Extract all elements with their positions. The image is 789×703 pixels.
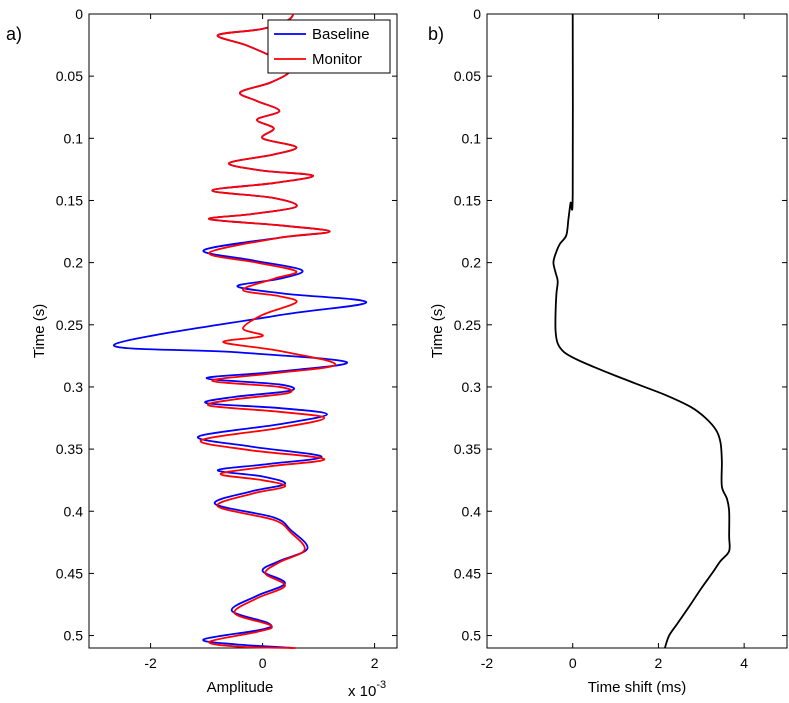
- panel-a-y-tick-label: 0.4: [64, 503, 84, 519]
- panel-b-y-tick-label: 0.1: [462, 130, 482, 146]
- panel-b-x-axis-label: Time shift (ms): [588, 679, 687, 696]
- legend: Baseline Monitor: [268, 20, 390, 73]
- panel-b-y-tick-label: 0.45: [454, 565, 481, 581]
- panel-a-x-multiplier-base: x 10: [348, 683, 376, 700]
- panel-b-y-tick-label: 0.05: [454, 68, 481, 84]
- panel-b-y-tick-label: 0.3: [462, 379, 482, 395]
- panel-b-label: b): [428, 24, 444, 44]
- panel-a-x-tick-label: 0: [259, 655, 267, 671]
- panel-b-x-tick-label: -2: [481, 655, 494, 671]
- panel-a-y-tick-label: 0: [75, 6, 83, 22]
- panel-a-x-tick-label: -2: [144, 655, 157, 671]
- panel-a-y-tick-label: 0.3: [64, 379, 84, 395]
- panel-b-x-tick-label: 2: [655, 655, 663, 671]
- panel-a-y-tick-label: 0.15: [56, 192, 83, 208]
- panel-b-y-tick-label: 0.2: [462, 255, 482, 271]
- panel-a: a) 0 0.05 0.1 0.15 0.2 0.25 0.3 0.35 0.4 0.45 0.5 -…: [6, 6, 397, 700]
- panel-b-y-tick-label: 0.35: [454, 441, 481, 457]
- panel-a-x-multiplier: x 10-3: [348, 679, 386, 700]
- panel-a-label: a): [6, 24, 22, 44]
- panel-b-x-tick-label: 4: [740, 655, 748, 671]
- panel-b-x-tick-label: 0: [569, 655, 577, 671]
- panel-a-x-axis-label: Amplitude: [207, 679, 274, 696]
- panel-a-y-tick-label: 0.1: [64, 130, 84, 146]
- panel-a-y-tick-label: 0.45: [56, 565, 83, 581]
- panel-b: b) 0 0.05 0.1 0.15 0.2 0.25 0.3 0.35 0.4 0.45 0.5 -…: [428, 6, 787, 696]
- legend-label-monitor: Monitor: [312, 51, 362, 68]
- panel-a-y-tick-label: 0.2: [64, 255, 84, 271]
- panel-b-y-axis-label: Time (s): [429, 304, 446, 358]
- legend-label-baseline: Baseline: [312, 26, 370, 43]
- panel-a-plot-area: [89, 14, 397, 648]
- panel-a-y-axis-label: Time (s): [31, 304, 48, 358]
- panel-a-x-multiplier-exp: -3: [376, 679, 386, 691]
- panel-b-y-tick-label: 0: [473, 6, 481, 22]
- panel-a-y-tick-label: 0.25: [56, 317, 83, 333]
- panel-b-y-tick-label: 0.15: [454, 192, 481, 208]
- panel-a-y-tick-label: 0.05: [56, 68, 83, 84]
- panel-a-y-tick-label: 0.5: [64, 628, 84, 644]
- panel-b-y-tick-label: 0.4: [462, 503, 482, 519]
- panel-b-plot-area: [487, 14, 787, 648]
- panel-b-y-tick-label: 0.25: [454, 317, 481, 333]
- panel-a-y-tick-label: 0.35: [56, 441, 83, 457]
- panel-b-y-tick-label: 0.5: [462, 628, 482, 644]
- panel-a-x-tick-label: 2: [371, 655, 379, 671]
